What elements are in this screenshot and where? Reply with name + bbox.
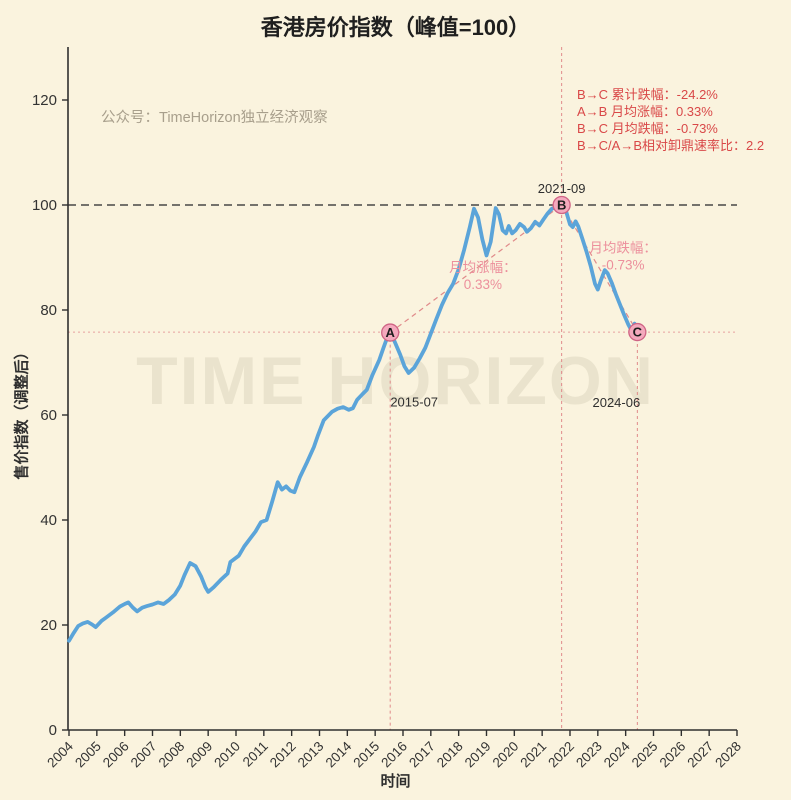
x-tick-label: 2013 [295,739,327,771]
date-label-c: 2024-06 [592,395,640,410]
price-line [67,203,640,643]
x-axis-label: 时间 [380,773,411,790]
x-tick-label: 2028 [712,739,744,771]
x-tick-label: 2009 [183,739,215,771]
x-tick-label: 2024 [601,738,633,770]
date-label-b: 2021-09 [538,181,586,196]
x-tick-label: 2025 [629,739,661,771]
marker-a [381,323,400,342]
stat-line-bc-monthly-drop: B→C 月均跌幅：-0.73% [577,121,718,136]
segment-rate-label-down: -0.73% [602,257,645,272]
x-tick-label: 2014 [323,738,355,770]
x-tick-label: 2018 [434,739,466,771]
y-tick-label: 60 [40,407,57,424]
x-tick-label: 2010 [211,739,243,771]
x-tick-label: 2026 [657,739,689,771]
x-tick-label: 2004 [44,738,76,770]
x-tick-label: 2016 [378,739,410,771]
marker-letter-b: B [557,198,566,213]
x-tick-label: 2015 [350,739,382,771]
x-tick-label: 2022 [545,739,577,771]
segment-rate-label-up: 0.33% [464,277,502,292]
watermark-brand: TIME HORIZON [136,343,655,419]
x-tick-label: 2019 [462,739,494,771]
y-tick-label: 100 [32,197,57,214]
x-tick-label: 2005 [72,739,104,771]
x-tick-label: 2023 [573,739,605,771]
x-tick-label: 2008 [156,739,188,771]
y-tick-label: 40 [40,512,57,529]
marker-c [628,322,647,342]
x-tick-label: 2012 [267,739,299,771]
page-title: 香港房价指数（峰值=100） [260,15,531,40]
segment-rate-label-down: 月均跌幅： [589,240,657,255]
marker-letter-a: A [385,325,395,340]
watermark-account: 公众号：TimeHorizon独立经济观察 [101,110,328,126]
stat-line-bc-total-drop: B→C 累计跌幅：-24.2% [577,87,718,102]
marker-letter-c: C [633,325,643,340]
y-tick-label: 0 [49,722,57,739]
x-tick-label: 2017 [406,739,438,771]
stat-line-ab-monthly-gain: A→B 月均涨幅：0.33% [577,104,713,119]
x-tick-label: 2027 [684,739,716,771]
segment-rate-label-up: 月均涨幅： [449,260,517,275]
y-tick-label: 120 [32,92,57,109]
x-tick-label: 2021 [517,739,549,771]
x-tick-label: 2007 [128,739,160,771]
stats-annotation: B→C 累计跌幅：-24.2% A→B 月均涨幅：0.33% B→C 月均跌幅：… [577,86,764,154]
x-tick-label: 2011 [240,739,271,770]
y-tick-label: 20 [40,617,57,634]
stat-line-relative-rate: B→C/A→B相对卸鼎速率比：2.2 [577,138,765,153]
y-tick-label: 80 [40,302,57,319]
y-axis-label: 售价指数（调整后） [13,344,31,480]
trend-segment-bc [561,204,638,333]
x-tick-label: 2020 [490,739,522,771]
marker-b [552,195,571,215]
x-tick-label: 2006 [100,739,132,771]
date-label-a: 2015-07 [390,395,438,410]
